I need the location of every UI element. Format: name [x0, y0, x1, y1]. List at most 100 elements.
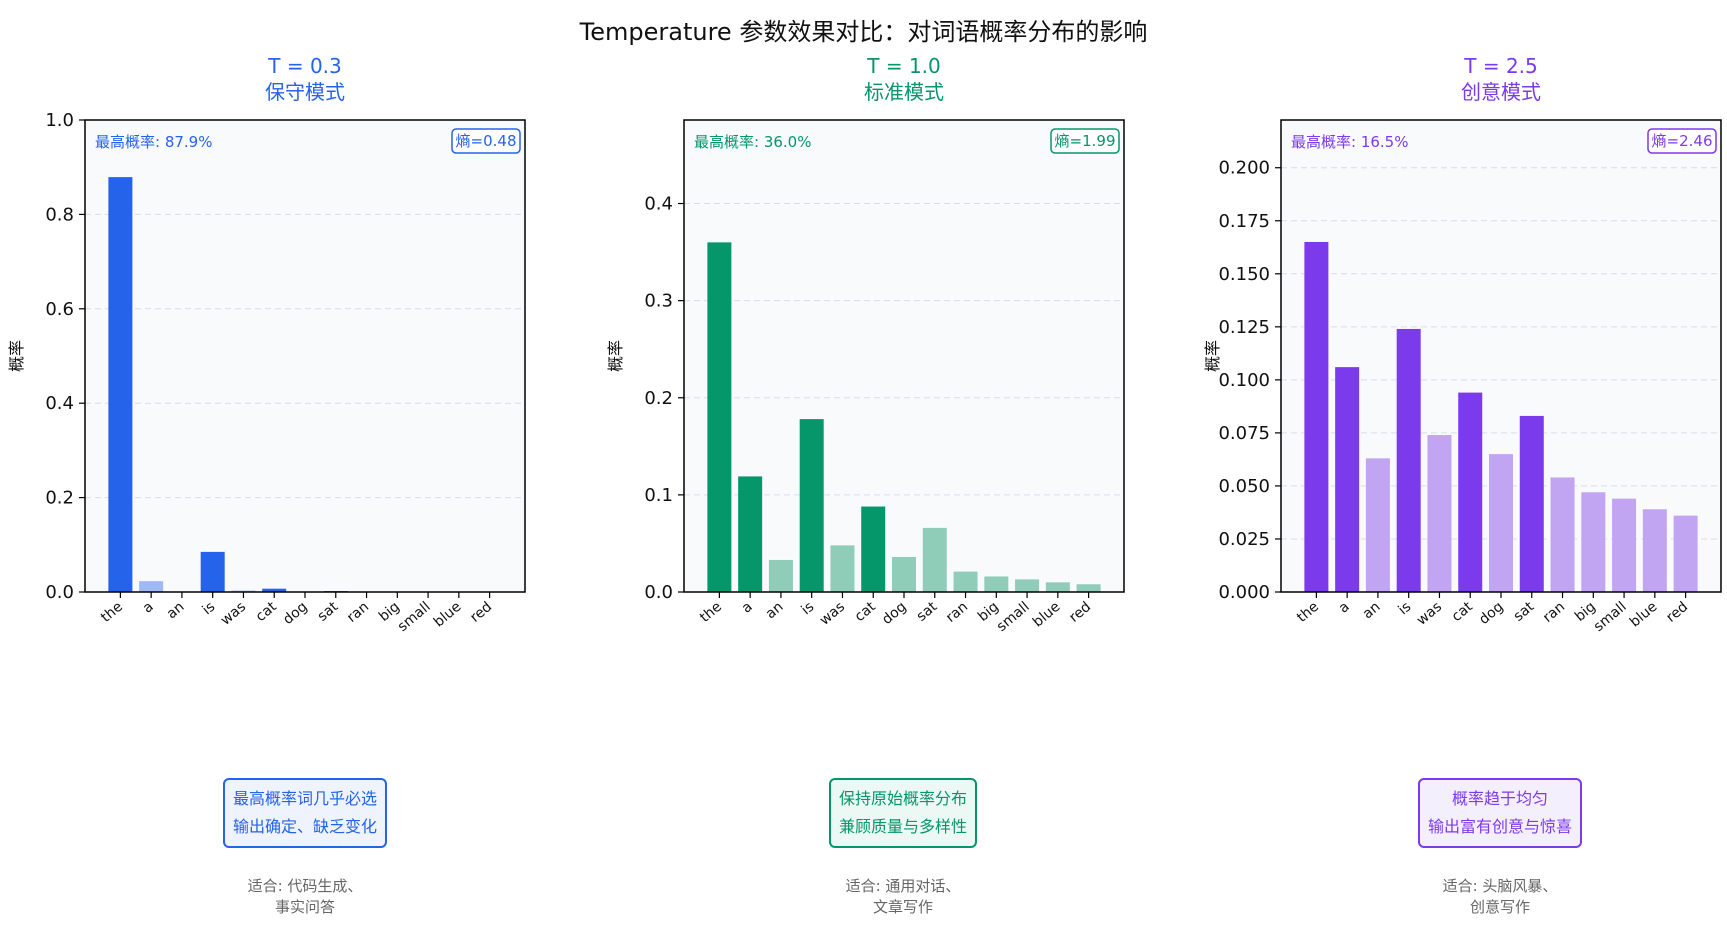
y-axis-label: 概率: [7, 340, 26, 372]
y-tick-label: 0.175: [1218, 211, 1270, 232]
top-probability-label: 最高概率: 36.0%: [694, 133, 811, 151]
x-tick-label: an: [763, 599, 787, 622]
x-tick-label: dog: [1476, 599, 1506, 628]
y-tick-label: 0.1: [644, 485, 673, 506]
entropy-badge: [1647, 128, 1717, 154]
x-tick-label: was: [817, 599, 848, 629]
usecase-text-0: 适合: 代码生成、 事实问答: [248, 876, 363, 918]
bar: [738, 476, 763, 592]
callout-box-2: 概率趋于均匀 输出富有创意与惊喜: [1417, 778, 1583, 848]
x-tick-label: cat: [1449, 598, 1476, 625]
x-tick-label: was: [218, 599, 249, 629]
bar: [1045, 582, 1070, 592]
bar: [1015, 579, 1040, 592]
usecase-line: 适合: 代码生成、: [247, 877, 363, 895]
bar: [892, 557, 916, 592]
callout-line: 概率趋于均匀: [1451, 789, 1549, 808]
y-tick-label: 0.025: [1218, 529, 1270, 550]
y-tick-label: 0.6: [45, 299, 74, 320]
x-tick-label: red: [467, 599, 495, 626]
bar: [1304, 241, 1329, 592]
bar-chart-t25: 0.000 0.025 0.050 0.075 0.100 0.125 0.150 0.175…: [1203, 119, 1722, 635]
y-tick-label: 0.125: [1218, 317, 1270, 338]
bar: [953, 571, 978, 592]
callout-box-1: 保持原始概率分布 兼顾质量与多样性: [828, 778, 978, 848]
mode-label: 创意模式: [1461, 80, 1541, 104]
y-tick-label: 0.150: [1218, 264, 1270, 285]
x-tick-label: blue: [1627, 599, 1660, 631]
bar: [768, 559, 793, 592]
top-probability-label: 最高概率: 87.9%: [95, 133, 212, 151]
usecase-line: 文章写作: [872, 898, 934, 916]
bar: [1673, 515, 1698, 592]
bar: [1519, 415, 1544, 592]
y-tick-label: 0.8: [45, 204, 74, 225]
x-tick-label: is: [798, 599, 817, 618]
panel-title-0: T = 0.3 保守模式: [85, 53, 525, 105]
x-tick-label: blue: [1030, 599, 1063, 631]
x-tick-label: sat: [914, 598, 941, 624]
y-tick-label: 0.3: [644, 291, 673, 312]
mode-label: 保守模式: [265, 80, 345, 104]
callout-box-0: 最高概率词几乎必选 输出确定、缺乏变化: [222, 778, 388, 848]
x-tick-label: red: [1066, 599, 1094, 626]
y-tick-label: 0.000: [1218, 582, 1270, 603]
x-tick-label: small: [395, 599, 434, 635]
plot-frame: [84, 119, 526, 593]
y-tick-label: 0.2: [45, 488, 74, 509]
plot-frame: [1280, 119, 1722, 593]
x-tick-label: blue: [431, 599, 464, 631]
x-tick-label: small: [994, 599, 1033, 635]
callout-line: 保持原始概率分布: [838, 789, 968, 808]
bar: [1642, 509, 1667, 592]
x-tick-label: cat: [253, 598, 280, 625]
figure-title: Temperature 参数效果对比：对词语概率分布的影响: [579, 18, 1148, 46]
callout-line: 输出富有创意与惊喜: [1427, 817, 1573, 836]
entropy-label: 熵=1.99: [1055, 132, 1116, 150]
x-tick-label: red: [1663, 599, 1691, 626]
usecase-line: 适合: 头脑风暴、: [1442, 877, 1558, 895]
bar: [1076, 584, 1101, 592]
x-tick-label: an: [164, 599, 188, 622]
bar: [1396, 328, 1421, 592]
usecase-line: 事实问答: [274, 898, 336, 916]
bar: [861, 506, 886, 592]
x-tick-label: the: [697, 599, 725, 626]
bar: [707, 242, 732, 593]
top-probability-label: 最高概率: 16.5%: [1291, 133, 1408, 151]
y-tick-label: 1.0: [45, 110, 74, 131]
temperature-label: T = 2.5: [1464, 54, 1538, 78]
bar: [1458, 392, 1483, 592]
entropy-badge: [1050, 128, 1120, 154]
bar: [200, 551, 225, 592]
usecase-text-1: 适合: 通用对话、 文章写作: [846, 876, 961, 918]
bar: [1612, 498, 1637, 592]
bar: [1427, 435, 1452, 592]
bar: [799, 419, 824, 592]
x-tick-label: dog: [879, 599, 909, 628]
x-tick-label: a: [140, 599, 157, 617]
x-tick-label: a: [1336, 599, 1353, 617]
y-tick-label: 0.200: [1218, 158, 1270, 179]
entropy-label: 熵=2.46: [1652, 132, 1713, 150]
y-tick-label: 0.0: [644, 582, 673, 603]
entropy-label: 熵=0.48: [456, 132, 517, 150]
bar: [984, 576, 1009, 592]
panel-title-1: T = 1.0 标准模式: [684, 53, 1124, 105]
bar-chart-t03: 0.0 0.2 0.4 0.6 0.8 1.0 the a an is was cat dog sat ra…: [7, 110, 526, 635]
entropy-badge: [451, 128, 521, 154]
y-tick-label: 0.4: [644, 194, 673, 215]
temperature-label: T = 1.0: [867, 54, 941, 78]
x-tick-label: small: [1591, 599, 1630, 635]
y-tick-label: 0.0: [45, 582, 74, 603]
plot-frame: [683, 119, 1125, 593]
x-tick-label: ran: [344, 599, 372, 626]
x-tick-label: is: [1395, 599, 1414, 618]
x-tick-label: sat: [1511, 598, 1538, 624]
x-tick-label: the: [1294, 599, 1322, 626]
x-tick-label: the: [98, 599, 126, 626]
usecase-line: 适合: 通用对话、: [845, 877, 961, 895]
y-tick-label: 0.050: [1218, 476, 1270, 497]
